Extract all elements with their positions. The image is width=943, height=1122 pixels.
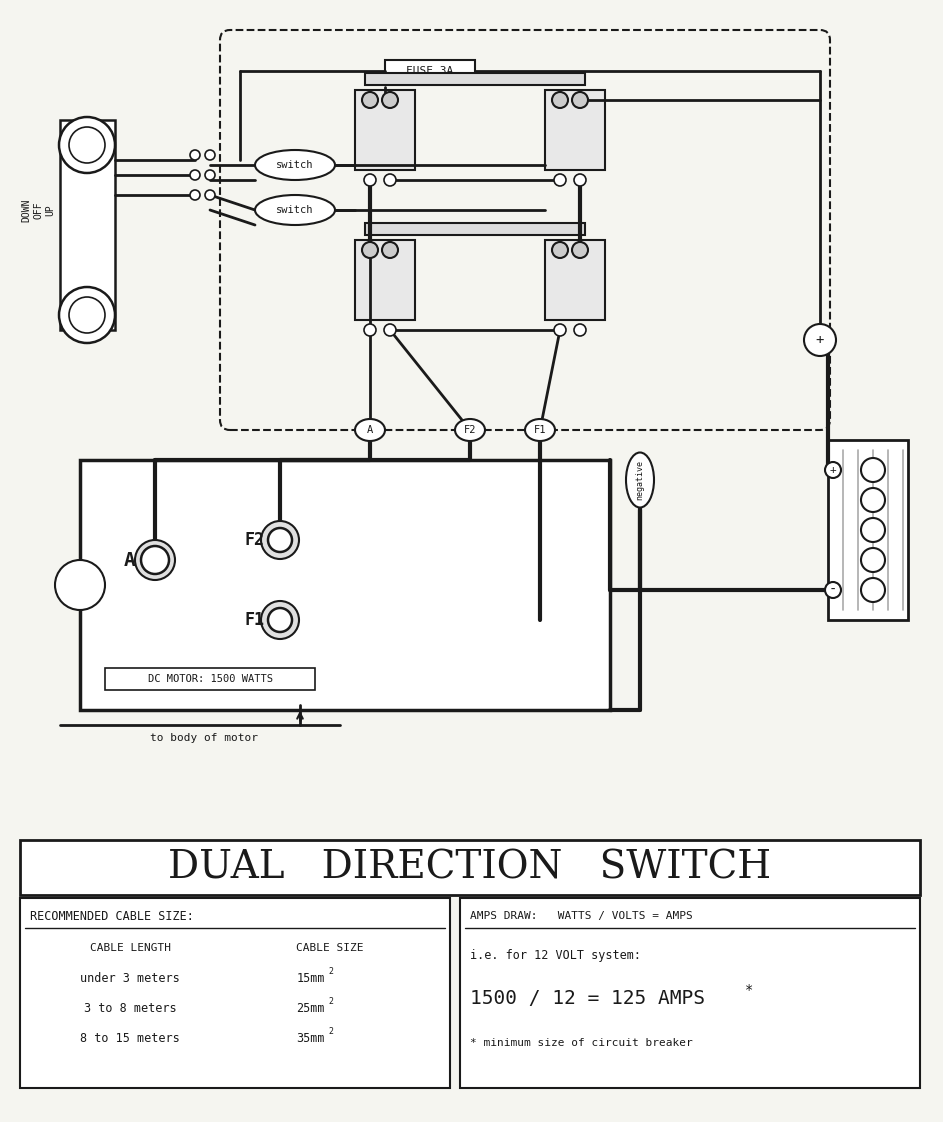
Ellipse shape [261,601,299,640]
Circle shape [861,458,885,482]
Circle shape [554,324,566,335]
Circle shape [362,242,378,258]
Bar [365,73,585,85]
Bar [355,240,415,320]
Circle shape [861,518,885,542]
Text: FUSE 3A: FUSE 3A [406,66,454,76]
Text: DC MOTOR: 1500 WATTS: DC MOTOR: 1500 WATTS [147,674,273,684]
Text: F1: F1 [534,425,546,435]
Text: AMPS DRAW:   WATTS / VOLTS = AMPS: AMPS DRAW: WATTS / VOLTS = AMPS [470,911,693,921]
Circle shape [59,117,115,173]
Ellipse shape [255,195,335,226]
Bar [355,90,415,171]
Text: F1: F1 [245,611,265,629]
Text: switch: switch [276,205,314,215]
Circle shape [190,150,200,160]
Text: +: + [816,333,824,347]
Ellipse shape [626,452,654,507]
Text: F2: F2 [245,531,265,549]
Circle shape [572,242,588,258]
Bar [80,460,610,710]
Text: 1500 / 12 = 125 AMPS: 1500 / 12 = 125 AMPS [470,988,705,1008]
Text: to body of motor: to body of motor [150,733,258,743]
Circle shape [804,324,836,356]
Text: 2: 2 [328,1027,333,1036]
Circle shape [69,127,105,163]
Text: +: + [830,465,836,475]
Ellipse shape [255,150,335,180]
Circle shape [861,488,885,512]
Circle shape [572,92,588,108]
Bar [385,59,475,82]
Text: A: A [124,551,136,570]
Ellipse shape [261,521,299,559]
Circle shape [268,528,292,552]
Bar [828,440,908,620]
Text: 2: 2 [328,996,333,1005]
Text: * minimum size of circuit breaker: * minimum size of circuit breaker [470,1038,693,1048]
Text: 2: 2 [328,966,333,975]
Ellipse shape [135,540,175,580]
Circle shape [59,287,115,343]
Text: negative: negative [636,460,644,500]
Ellipse shape [355,419,385,441]
Text: UP: UP [45,204,55,215]
Text: under 3 meters: under 3 meters [80,972,180,984]
Text: OFF: OFF [33,201,43,219]
Text: -: - [829,583,837,597]
Circle shape [69,297,105,333]
Text: RECOMMENDED CABLE SIZE:: RECOMMENDED CABLE SIZE: [30,910,194,922]
Circle shape [554,174,566,186]
Circle shape [825,462,841,478]
Circle shape [552,92,568,108]
Bar [545,240,605,320]
Circle shape [205,190,215,200]
Bar [20,898,450,1088]
Circle shape [382,92,398,108]
Bar [60,120,115,330]
Circle shape [190,171,200,180]
Text: 25mm: 25mm [296,1002,325,1014]
Circle shape [205,150,215,160]
Bar [460,898,920,1088]
Text: 8 to 15 meters: 8 to 15 meters [80,1031,180,1045]
Circle shape [382,242,398,258]
Text: 3 to 8 meters: 3 to 8 meters [84,1002,176,1014]
Circle shape [268,608,292,632]
Text: switch: switch [276,160,314,171]
Circle shape [141,546,169,574]
Bar [105,668,315,690]
Circle shape [55,560,105,610]
Bar [545,90,605,171]
Text: 35mm: 35mm [296,1031,325,1045]
Bar [20,840,920,895]
Circle shape [552,242,568,258]
Circle shape [574,174,586,186]
Circle shape [825,582,841,598]
Circle shape [364,174,376,186]
Circle shape [205,171,215,180]
Circle shape [384,324,396,335]
Bar [365,223,585,234]
Text: *: * [745,983,753,997]
Circle shape [861,548,885,572]
Circle shape [190,190,200,200]
Circle shape [861,578,885,603]
Circle shape [364,324,376,335]
Text: DOWN: DOWN [21,199,31,222]
Ellipse shape [525,419,555,441]
Text: F2: F2 [464,425,476,435]
Text: CABLE LENGTH: CABLE LENGTH [90,942,171,953]
Text: A: A [367,425,373,435]
Circle shape [384,174,396,186]
Text: i.e. for 12 VOLT system:: i.e. for 12 VOLT system: [470,949,641,963]
Ellipse shape [455,419,485,441]
Text: CABLE SIZE: CABLE SIZE [296,942,364,953]
Circle shape [574,324,586,335]
Circle shape [362,92,378,108]
Text: DUAL   DIRECTION   SWITCH: DUAL DIRECTION SWITCH [169,849,771,886]
Text: 15mm: 15mm [296,972,325,984]
